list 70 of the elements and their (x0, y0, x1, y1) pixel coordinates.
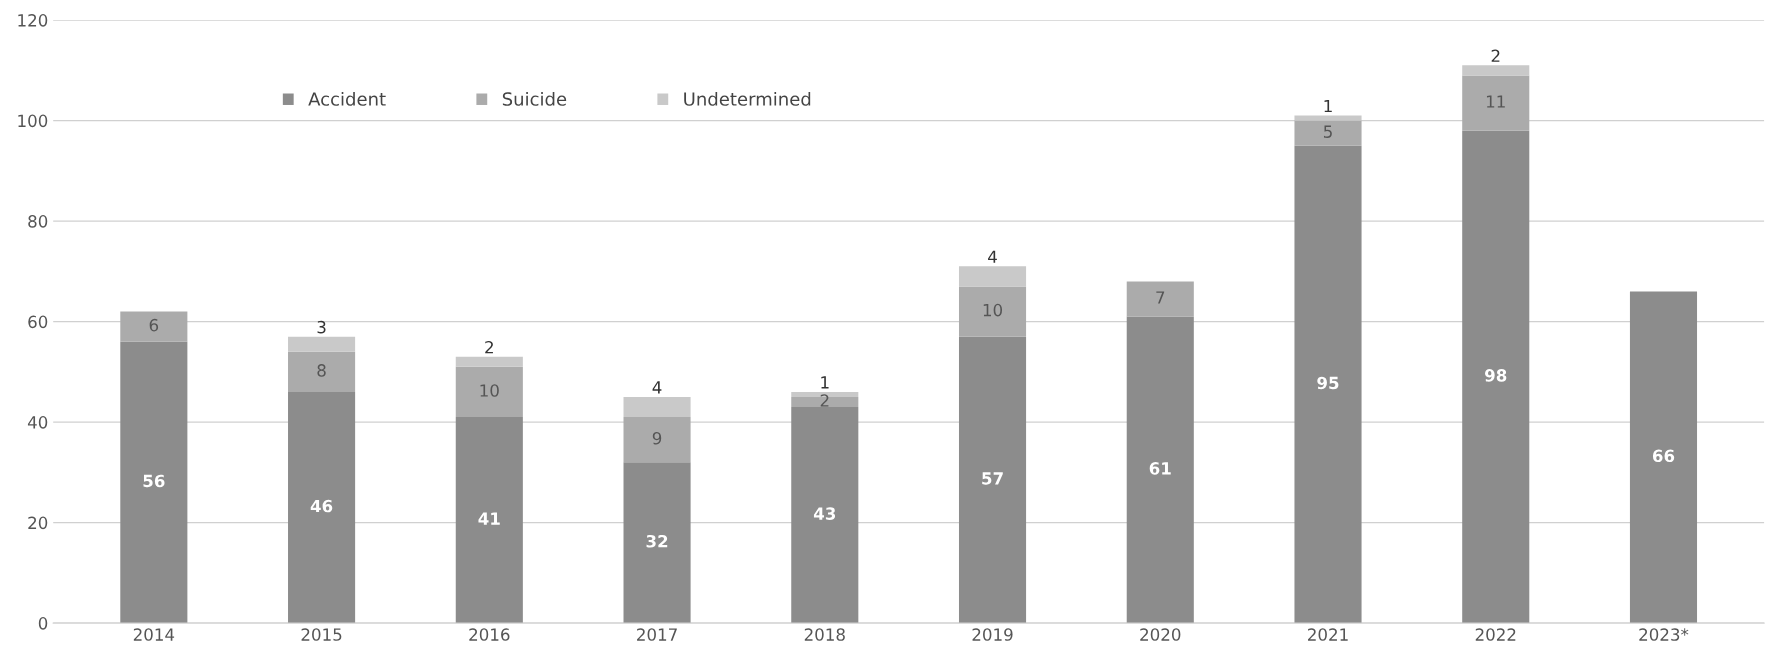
bar (288, 351, 356, 392)
x-tick-label: 2022 (1475, 628, 1516, 641)
data-label: 11 (1486, 95, 1505, 108)
y-tick-label: 100 (18, 114, 48, 128)
bar (1294, 120, 1362, 146)
bar (958, 266, 1027, 287)
data-label: 98 (1485, 369, 1507, 382)
data-label: 10 (983, 303, 1003, 317)
data-label: 95 (1317, 376, 1339, 390)
bar (791, 396, 859, 408)
data-label: 7 (1156, 291, 1165, 304)
data-label: 46 (310, 499, 333, 513)
data-label: 6 (149, 318, 159, 332)
bar (1462, 130, 1530, 624)
x-tick-label: 2016 (469, 628, 510, 641)
data-label: 1 (1324, 99, 1332, 113)
x-tick-label: 2023* (1639, 628, 1689, 641)
bar (1462, 65, 1530, 76)
data-label: 3 (317, 320, 326, 334)
x-tick-label: 2018 (804, 628, 845, 641)
y-tick-label: 60 (28, 315, 48, 329)
bar (958, 336, 1027, 624)
bar (1126, 316, 1194, 624)
data-label: 2 (485, 340, 493, 354)
x-tick-label: 2014 (133, 628, 175, 641)
bar (455, 417, 523, 624)
data-label: 4 (988, 250, 997, 263)
y-tick-label: 0 (38, 617, 48, 630)
bar (958, 286, 1027, 337)
bar (623, 417, 691, 463)
bar (455, 356, 523, 367)
data-label: 2 (1491, 49, 1500, 62)
bar (1294, 145, 1362, 624)
data-label: 32 (646, 534, 668, 548)
bar (791, 407, 859, 624)
data-label: 1 (821, 376, 829, 389)
bar (120, 311, 188, 342)
data-label: 43 (813, 507, 836, 520)
bar (623, 462, 691, 624)
data-label: 66 (1652, 449, 1675, 463)
data-label: 5 (1324, 125, 1332, 138)
data-label: 41 (478, 512, 500, 525)
bar (120, 341, 188, 624)
bar (455, 366, 523, 418)
x-tick-label: 2020 (1140, 628, 1181, 641)
data-label: 4 (652, 381, 662, 394)
bar (1462, 75, 1530, 131)
bar (288, 391, 356, 624)
data-label: 8 (317, 364, 326, 377)
x-tick-label: 2019 (972, 628, 1013, 641)
x-tick-label: 2017 (637, 628, 677, 641)
y-tick-label: 120 (18, 14, 48, 27)
legend-label: Suicide (502, 91, 567, 106)
x-tick-label: 2015 (301, 628, 342, 641)
bar (1629, 291, 1698, 624)
legend-label: Undetermined (684, 91, 811, 106)
data-label: 57 (982, 472, 1003, 485)
data-label: 10 (480, 384, 499, 397)
y-tick-label: 40 (27, 416, 48, 429)
bar (623, 396, 691, 418)
bar (288, 336, 356, 352)
data-label: 9 (652, 431, 662, 445)
data-label: 56 (143, 474, 165, 488)
bar (1126, 281, 1194, 317)
x-tick-label: 2021 (1308, 628, 1348, 641)
data-label: 61 (1149, 462, 1171, 475)
y-tick-label: 80 (28, 215, 48, 228)
data-label: 2 (820, 394, 829, 407)
legend-label: Accident (308, 91, 386, 106)
y-tick-label: 20 (28, 516, 48, 530)
